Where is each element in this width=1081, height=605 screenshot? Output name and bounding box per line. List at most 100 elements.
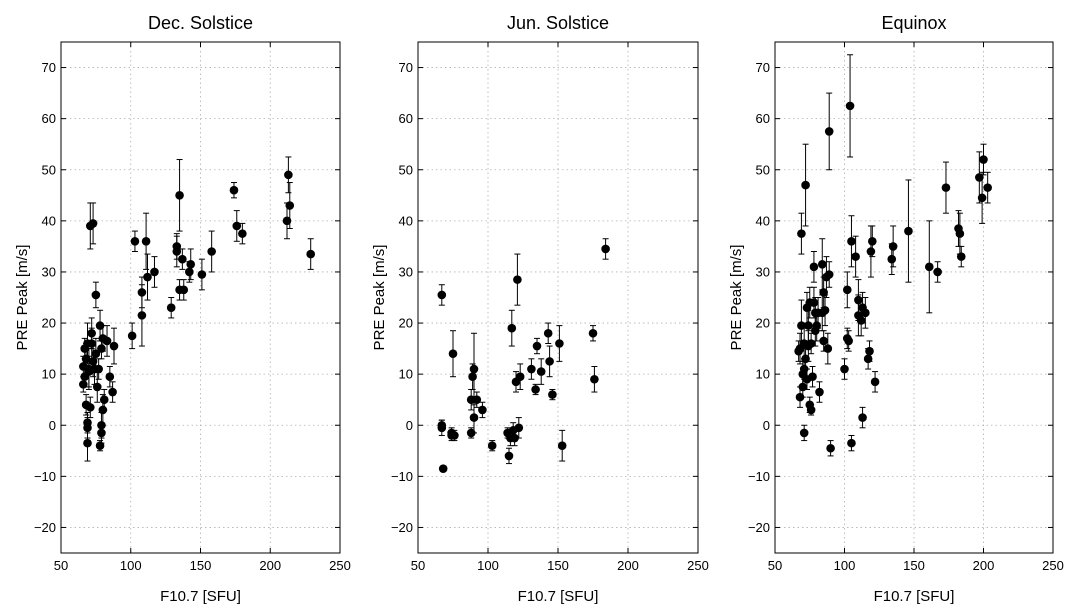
y-tick-label: 20	[756, 316, 770, 331]
data-point	[178, 254, 187, 264]
data-point	[548, 390, 557, 399]
y-tick-label: 30	[399, 264, 413, 279]
x-tick-label: 200	[973, 558, 995, 573]
data-point	[809, 298, 819, 307]
data-point	[801, 180, 810, 190]
data-point	[513, 275, 522, 284]
data-point	[858, 413, 867, 422]
data-point	[282, 216, 292, 226]
x-axis-ticks: 50 100 150 200 250	[768, 42, 1064, 573]
data-point	[815, 387, 824, 397]
x-tick-label: 200	[617, 558, 639, 573]
data-point	[207, 247, 216, 256]
data-point	[868, 236, 877, 246]
x-tick-label: 150	[903, 558, 925, 573]
x-axis-label: F10.7 [SFU]	[518, 588, 599, 605]
data-point	[504, 451, 514, 461]
data-point	[826, 443, 835, 453]
data-point	[536, 367, 546, 376]
data-point	[109, 341, 119, 351]
y-tick-label: 40	[399, 213, 413, 228]
data-point	[306, 249, 316, 259]
data-point	[532, 341, 542, 351]
x-axis-ticks: 50 100 150 200 250	[411, 42, 709, 573]
data-point	[904, 226, 913, 236]
data-point	[127, 331, 137, 341]
y-tick-label: 50	[42, 162, 56, 177]
data-point	[941, 183, 951, 192]
y-tick-label: 0	[49, 418, 56, 433]
data-point	[91, 290, 101, 300]
y-tick-label: 10	[42, 367, 56, 382]
x-tick-label: 100	[834, 558, 856, 573]
data-point	[105, 372, 115, 382]
data-point	[137, 311, 147, 320]
data-point	[487, 441, 497, 450]
data-point	[91, 349, 101, 359]
data-point	[601, 244, 610, 254]
x-tick-label: 50	[54, 558, 68, 573]
data-point	[924, 262, 934, 272]
y-tick-label: 60	[399, 111, 413, 126]
data-points	[437, 238, 610, 473]
data-point	[545, 357, 554, 366]
data-point	[955, 229, 965, 238]
data-point	[823, 344, 833, 353]
x-tick-label: 150	[547, 558, 569, 573]
y-tick-label: 40	[756, 213, 770, 228]
chart-title: Dec. Solstice	[148, 13, 253, 33]
y-tick-label: 20	[399, 316, 413, 331]
data-point	[847, 236, 856, 246]
data-point	[555, 339, 564, 348]
data-point	[977, 193, 987, 203]
data-point	[108, 387, 117, 397]
data-point	[808, 372, 817, 382]
y-tick-label: 10	[756, 367, 770, 382]
grid	[418, 42, 698, 553]
y-axis-label: PRE Peak [m/s]	[14, 245, 31, 351]
x-axis-label: F10.7 [SFU]	[874, 588, 955, 605]
y-axis-ticks: −20 −10 0 10 20 30 40 50 60 70	[748, 60, 1053, 535]
data-point	[842, 285, 852, 295]
data-point	[797, 229, 806, 238]
data-point	[83, 438, 92, 448]
y-tick-label: 10	[399, 367, 413, 382]
data-point	[527, 364, 536, 374]
y-tick-label: −20	[748, 520, 770, 535]
y-tick-label: 50	[399, 162, 413, 177]
y-tick-label: −20	[391, 520, 413, 535]
y-tick-label: 50	[756, 162, 770, 177]
x-tick-label: 250	[1042, 558, 1064, 573]
data-point	[172, 247, 182, 256]
data-point	[99, 395, 109, 405]
data-point	[437, 420, 447, 430]
x-axis-ticks: 50 100 150 200 250	[54, 42, 351, 573]
data-point	[979, 155, 988, 164]
data-point	[845, 101, 855, 111]
y-tick-label: −10	[748, 469, 770, 484]
data-point	[448, 349, 458, 359]
grid	[61, 42, 340, 553]
data-point	[232, 221, 242, 231]
data-point	[438, 464, 448, 473]
y-tick-label: −10	[34, 469, 56, 484]
y-axis-label: PRE Peak [m/s]	[371, 245, 388, 351]
data-point	[866, 247, 876, 256]
data-point	[820, 305, 830, 315]
data-point	[507, 323, 517, 333]
data-point	[956, 252, 966, 261]
data-point	[840, 364, 849, 374]
data-point	[102, 336, 112, 346]
data-point	[166, 303, 176, 313]
y-tick-label: 60	[756, 111, 770, 126]
y-tick-label: 70	[399, 60, 413, 75]
data-point	[179, 285, 189, 295]
y-tick-label: 40	[42, 213, 56, 228]
x-tick-label: 100	[120, 558, 142, 573]
data-point	[861, 308, 870, 318]
data-point	[809, 262, 819, 272]
y-tick-label: 0	[763, 418, 770, 433]
y-tick-label: −10	[391, 469, 413, 484]
data-points	[794, 54, 992, 457]
y-tick-label: 70	[756, 60, 770, 75]
